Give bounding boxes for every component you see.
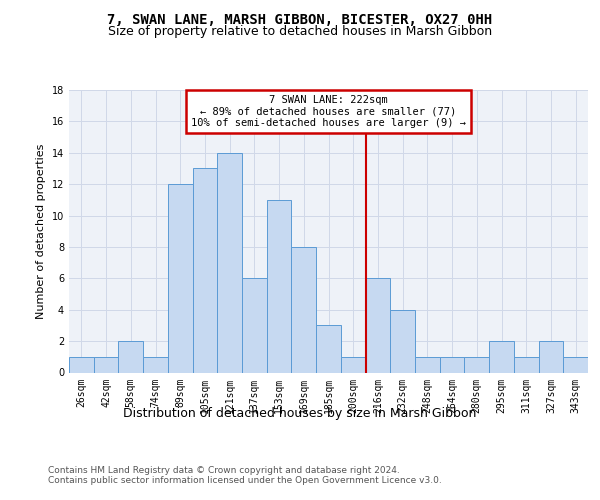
Bar <box>217 153 242 372</box>
Bar <box>514 357 539 372</box>
Text: Distribution of detached houses by size in Marsh Gibbon: Distribution of detached houses by size … <box>124 408 476 420</box>
Text: Contains public sector information licensed under the Open Government Licence v3: Contains public sector information licen… <box>48 476 442 485</box>
Bar <box>168 184 193 372</box>
Bar <box>464 357 489 372</box>
Bar <box>440 357 464 372</box>
Text: Contains HM Land Registry data © Crown copyright and database right 2024.: Contains HM Land Registry data © Crown c… <box>48 466 400 475</box>
Bar <box>267 200 292 372</box>
Bar <box>292 247 316 372</box>
Text: Size of property relative to detached houses in Marsh Gibbon: Size of property relative to detached ho… <box>108 25 492 38</box>
Bar <box>193 168 217 372</box>
Bar <box>365 278 390 372</box>
Bar <box>539 341 563 372</box>
Text: 7, SWAN LANE, MARSH GIBBON, BICESTER, OX27 0HH: 7, SWAN LANE, MARSH GIBBON, BICESTER, OX… <box>107 12 493 26</box>
Bar <box>341 357 365 372</box>
Bar <box>415 357 440 372</box>
Bar <box>316 326 341 372</box>
Y-axis label: Number of detached properties: Number of detached properties <box>36 144 46 319</box>
Bar <box>563 357 588 372</box>
Bar <box>489 341 514 372</box>
Bar <box>118 341 143 372</box>
Bar <box>94 357 118 372</box>
Bar <box>242 278 267 372</box>
Bar <box>69 357 94 372</box>
Bar <box>143 357 168 372</box>
Text: 7 SWAN LANE: 222sqm
← 89% of detached houses are smaller (77)
10% of semi-detach: 7 SWAN LANE: 222sqm ← 89% of detached ho… <box>191 94 466 128</box>
Bar <box>390 310 415 372</box>
